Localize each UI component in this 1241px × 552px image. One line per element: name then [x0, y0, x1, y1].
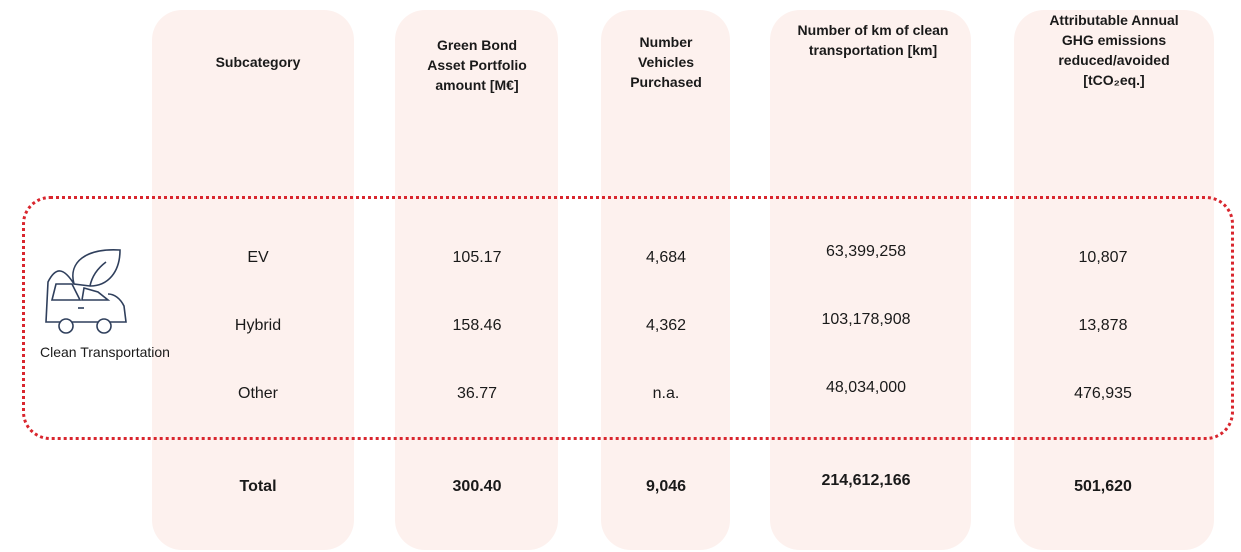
cell-value: 48,034,000	[825, 379, 907, 396]
column-bg	[601, 10, 730, 550]
row-label: EV	[247, 249, 269, 266]
total-label: Total	[239, 478, 277, 495]
leaf	[72, 249, 121, 287]
column-bg	[395, 10, 558, 550]
cell-value: 4,684	[645, 249, 687, 266]
dotted-frame	[22, 196, 1234, 440]
cell-value: n.a.	[652, 385, 680, 402]
window	[50, 283, 82, 301]
column-header: Number of km of clean transportation [km…	[797, 22, 949, 58]
cell-value: 103,178,908	[821, 311, 911, 328]
leaf-vein	[89, 261, 107, 287]
total-value: 501,620	[1074, 478, 1132, 495]
window	[81, 286, 111, 301]
cell-value: 4,362	[645, 317, 687, 334]
total-value: 9,046	[645, 478, 687, 495]
cell-value: 63,399,258	[825, 243, 907, 260]
cell-value: 10,807	[1078, 249, 1128, 266]
wheel	[96, 318, 112, 334]
category-label: Clean Transportation	[40, 344, 170, 360]
cell-value: 476,935	[1074, 385, 1132, 402]
column-header: Number Vehicles Purchased	[630, 34, 702, 90]
column-header: Subcategory	[215, 54, 301, 70]
column-bg	[770, 10, 971, 550]
total-value: 300.40	[452, 478, 502, 495]
wheel	[58, 318, 74, 334]
column-header: Attributable Annual GHG emissions reduce…	[1049, 12, 1179, 88]
cell-value: 36.77	[456, 385, 498, 402]
total-value: 214,612,166	[821, 472, 911, 489]
cell-value: 158.46	[452, 317, 502, 334]
car-icon	[45, 249, 127, 334]
cell-value: 105.17	[452, 249, 502, 266]
car-body	[45, 270, 127, 323]
column-header: Green Bond Asset Portfolio amount [M€]	[427, 37, 527, 93]
column-bg	[152, 10, 354, 550]
column-bg	[1014, 10, 1214, 550]
row-label: Hybrid	[234, 317, 282, 334]
cell-value: 13,878	[1078, 317, 1128, 334]
row-label: Other	[237, 385, 279, 402]
